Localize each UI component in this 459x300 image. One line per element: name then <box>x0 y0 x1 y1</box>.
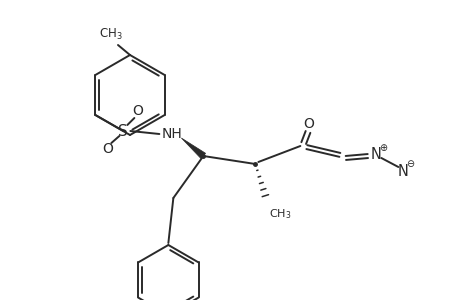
Text: CH$_3$: CH$_3$ <box>99 27 123 42</box>
Text: ⊕: ⊕ <box>379 143 386 153</box>
Text: S: S <box>118 124 128 139</box>
Polygon shape <box>181 138 205 159</box>
Text: O: O <box>132 104 142 118</box>
Text: CH$_3$: CH$_3$ <box>269 207 291 221</box>
Text: N: N <box>397 164 408 178</box>
Text: O: O <box>102 142 112 156</box>
Text: N: N <box>370 146 381 161</box>
Text: NH: NH <box>161 127 182 141</box>
Text: ⊖: ⊖ <box>405 159 414 169</box>
Text: O: O <box>302 117 313 131</box>
